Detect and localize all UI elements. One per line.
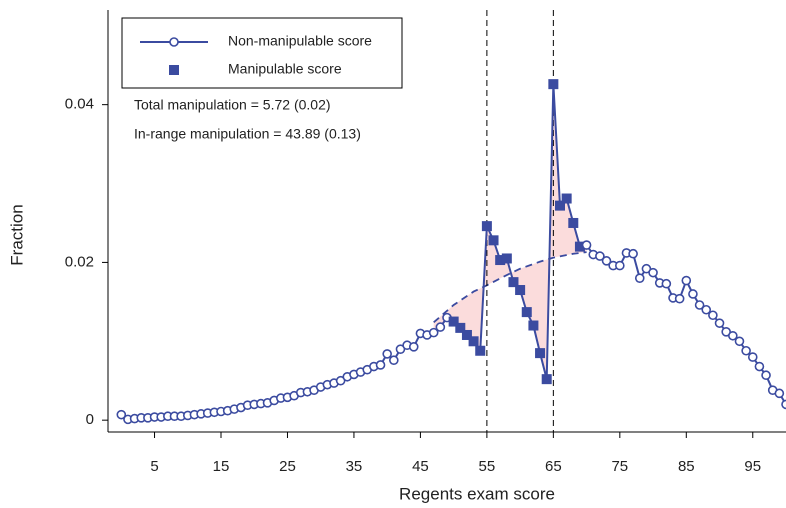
point — [435, 322, 446, 332]
x-tick-label: 55 — [479, 458, 496, 475]
point — [428, 327, 439, 338]
point — [495, 255, 506, 266]
legend-label: Manipulable score — [228, 61, 342, 77]
y-tick-label: 0 — [86, 411, 94, 428]
point — [481, 221, 492, 232]
y-tick-label: 0.04 — [65, 96, 94, 113]
point — [408, 342, 419, 352]
legend-marker — [169, 37, 179, 47]
point — [734, 336, 745, 347]
point — [501, 253, 512, 264]
legend-box — [121, 17, 403, 89]
legend-label: Non-manipulable score — [228, 33, 372, 49]
point — [521, 307, 532, 318]
point — [781, 399, 786, 410]
counterfactual-line — [433, 251, 587, 324]
point — [455, 322, 466, 333]
point — [475, 345, 486, 356]
point — [628, 248, 638, 259]
point — [561, 193, 572, 204]
point — [728, 330, 738, 341]
point — [741, 345, 751, 356]
point — [581, 240, 592, 250]
x-tick-label: 75 — [611, 458, 628, 475]
point — [548, 79, 559, 90]
point — [601, 256, 612, 266]
point — [488, 235, 499, 246]
point — [694, 300, 705, 310]
point — [615, 260, 625, 271]
point — [714, 318, 725, 328]
point — [574, 241, 585, 252]
point — [754, 361, 765, 372]
x-tick-label: 95 — [744, 458, 761, 475]
point — [708, 310, 718, 321]
annotation: Total manipulation = 5.72 (0.02) — [134, 97, 331, 113]
point — [688, 289, 698, 299]
point — [375, 360, 386, 370]
x-tick-label: 35 — [346, 458, 363, 475]
x-tick-label: 5 — [150, 458, 158, 475]
point — [555, 200, 565, 211]
point — [761, 370, 771, 381]
x-tick-label: 25 — [279, 458, 296, 475]
x-axis-label: Regents exam score — [399, 484, 555, 503]
annotation: In-range manipulation = 43.89 (0.13) — [134, 126, 361, 142]
point — [674, 293, 685, 304]
point — [448, 316, 459, 327]
point — [568, 217, 579, 228]
point — [648, 267, 658, 278]
point — [508, 277, 519, 288]
point — [535, 348, 546, 359]
y-tick-label: 0.02 — [65, 253, 94, 270]
point — [541, 374, 552, 385]
point — [382, 349, 392, 359]
point — [116, 409, 127, 420]
x-tick-label: 85 — [678, 458, 695, 475]
point — [389, 355, 399, 366]
x-tick-label: 65 — [545, 458, 562, 475]
point — [515, 285, 526, 296]
legend-marker — [169, 65, 179, 75]
point — [747, 352, 758, 362]
point — [701, 304, 712, 315]
y-axis-label: Fraction — [7, 204, 26, 265]
point — [461, 329, 472, 340]
x-tick-label: 45 — [412, 458, 429, 475]
manipulation-shading — [433, 84, 587, 380]
point — [528, 320, 539, 331]
point — [595, 251, 605, 261]
point — [774, 388, 785, 399]
point — [661, 278, 672, 289]
x-tick-label: 15 — [213, 458, 230, 475]
point — [681, 275, 692, 286]
point — [468, 336, 479, 347]
point — [634, 273, 645, 283]
